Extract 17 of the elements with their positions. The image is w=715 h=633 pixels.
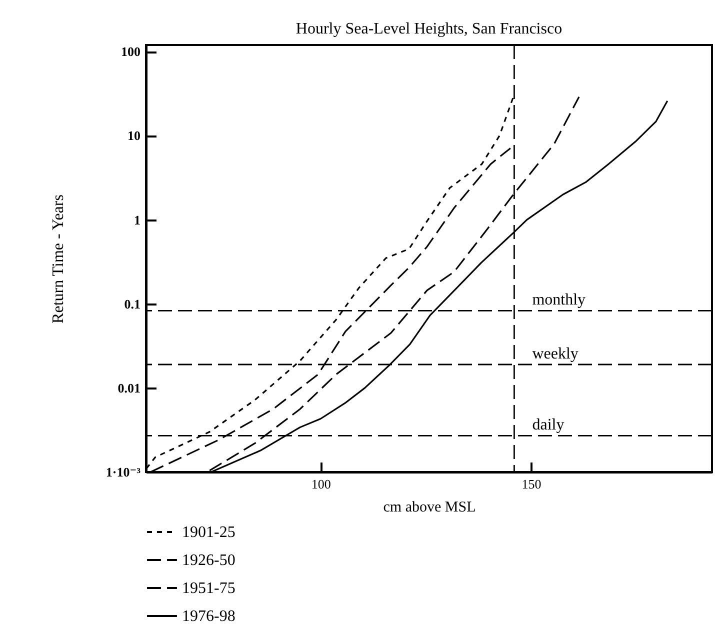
ref-line-label: monthly — [532, 292, 586, 309]
y-axis-title: Return Time - Years — [50, 194, 67, 324]
ref-line-label: weekly — [532, 345, 578, 362]
legend-label: 1951-75 — [182, 580, 236, 597]
y-tick-label: 1·10⁻³ — [106, 464, 141, 480]
legend-label: 1926-50 — [182, 552, 236, 569]
y-tick-label: 10 — [128, 128, 140, 144]
y-tick-label: 100 — [121, 44, 140, 60]
x-tick-label: 150 — [522, 476, 542, 492]
x-axis-title: cm above MSL — [383, 500, 476, 516]
y-tick-label: 0.01 — [118, 380, 140, 396]
y-tick-label: 1 — [134, 212, 140, 228]
ref-line-label: daily — [532, 416, 564, 434]
legend-label: 1976-98 — [182, 608, 236, 625]
legend-label: 1901-25 — [182, 524, 236, 541]
chart-title: Hourly Sea-Level Heights, San Francisco — [296, 20, 562, 38]
y-tick-label: 0.1 — [124, 296, 140, 312]
